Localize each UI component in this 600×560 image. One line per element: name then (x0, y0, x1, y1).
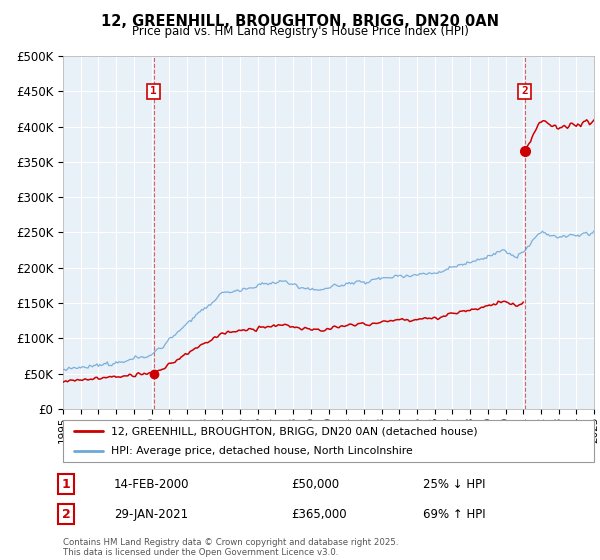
Text: 1: 1 (150, 86, 157, 96)
Text: 12, GREENHILL, BROUGHTON, BRIGG, DN20 0AN: 12, GREENHILL, BROUGHTON, BRIGG, DN20 0A… (101, 14, 499, 29)
Text: 69% ↑ HPI: 69% ↑ HPI (423, 507, 485, 521)
Text: 14-FEB-2000: 14-FEB-2000 (114, 478, 190, 491)
Text: HPI: Average price, detached house, North Lincolnshire: HPI: Average price, detached house, Nort… (111, 446, 413, 456)
Text: 2: 2 (521, 86, 528, 96)
Text: Price paid vs. HM Land Registry's House Price Index (HPI): Price paid vs. HM Land Registry's House … (131, 25, 469, 38)
Text: £365,000: £365,000 (291, 507, 347, 521)
Text: Contains HM Land Registry data © Crown copyright and database right 2025.
This d: Contains HM Land Registry data © Crown c… (63, 538, 398, 557)
Text: 1: 1 (62, 478, 70, 491)
Text: 25% ↓ HPI: 25% ↓ HPI (423, 478, 485, 491)
FancyBboxPatch shape (63, 420, 594, 462)
Text: 12, GREENHILL, BROUGHTON, BRIGG, DN20 0AN (detached house): 12, GREENHILL, BROUGHTON, BRIGG, DN20 0A… (111, 426, 478, 436)
Text: £50,000: £50,000 (291, 478, 339, 491)
Text: 2: 2 (62, 507, 70, 521)
Text: 29-JAN-2021: 29-JAN-2021 (114, 507, 188, 521)
